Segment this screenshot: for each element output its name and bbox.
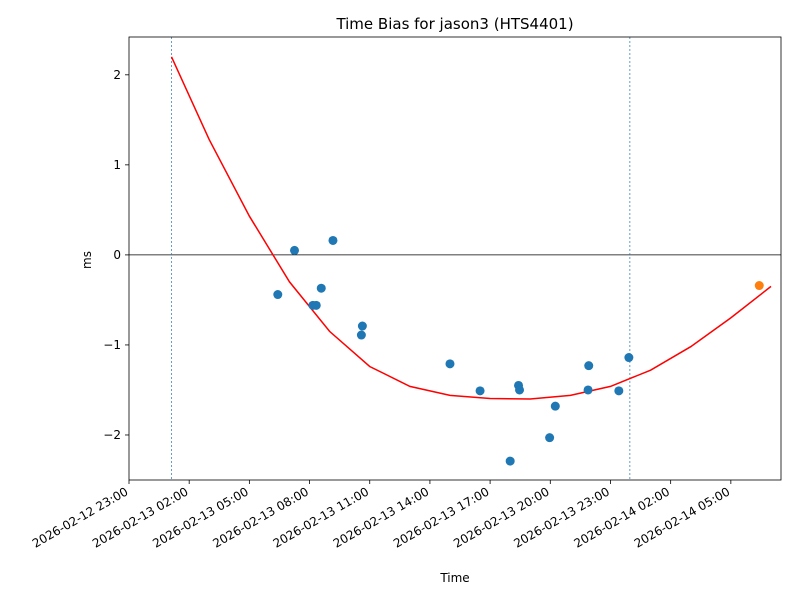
observations-point-9 bbox=[445, 359, 455, 369]
y-tick-label: 0 bbox=[113, 248, 121, 262]
observations-point-8 bbox=[357, 321, 367, 331]
y-tick-label: 2 bbox=[113, 68, 121, 82]
chart-title: Time Bias for jason3 (HTS4401) bbox=[335, 15, 573, 33]
y-axis-label: ms bbox=[80, 251, 94, 269]
observations-point-2 bbox=[290, 245, 300, 255]
observations-point-19 bbox=[624, 353, 634, 363]
predicted-point-1 bbox=[754, 281, 764, 291]
observations-point-4 bbox=[311, 300, 321, 310]
observations-point-14 bbox=[545, 433, 555, 443]
y-tick-label: 1 bbox=[113, 158, 121, 172]
observations-point-13 bbox=[515, 385, 525, 395]
observations-point-7 bbox=[356, 330, 366, 340]
x-axis-label: Time bbox=[439, 571, 469, 585]
y-axis: 2 1 0 −1 −2 bbox=[103, 68, 129, 442]
observations-point-6 bbox=[328, 235, 338, 245]
fit-curve-line bbox=[170, 56, 772, 400]
y-tick-label: −1 bbox=[103, 338, 121, 352]
observations-point-16 bbox=[584, 361, 594, 371]
observations-point-1 bbox=[273, 290, 283, 300]
observations-point-15 bbox=[550, 401, 560, 411]
observations-point-10 bbox=[475, 386, 485, 396]
plot-area bbox=[129, 37, 781, 480]
observations-point-18 bbox=[614, 386, 624, 396]
y-tick-label: −2 bbox=[103, 428, 121, 442]
observations-point-11 bbox=[505, 456, 515, 466]
observations-point-5 bbox=[316, 283, 326, 293]
observations-point-17 bbox=[583, 385, 593, 395]
plot-frame bbox=[128, 36, 782, 481]
